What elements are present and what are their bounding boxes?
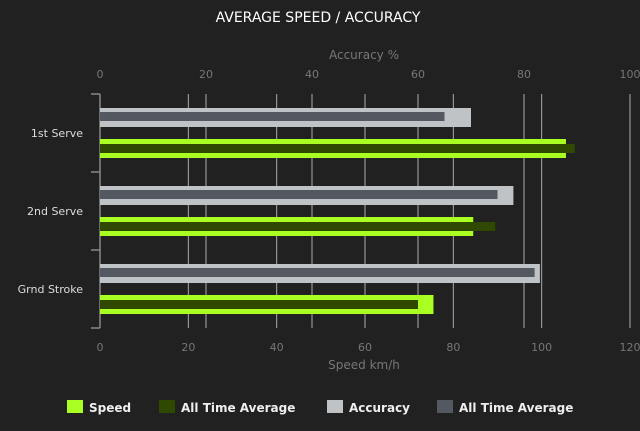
legend-label: All Time Average [181, 401, 295, 415]
category-label: Grnd Stroke [18, 283, 84, 296]
legend-label: All Time Average [459, 401, 573, 415]
accuracy-average-bar [100, 112, 445, 121]
accuracy-tick-label: 80 [517, 68, 531, 81]
accuracy-average-bar [100, 190, 498, 199]
legend-label: Accuracy [349, 401, 410, 415]
speed-tick-label: 60 [358, 341, 372, 354]
legend-swatch [159, 400, 175, 413]
speed-average-bar [100, 222, 495, 231]
legend-label: Speed [89, 401, 131, 415]
category-label: 2nd Serve [27, 205, 83, 218]
speed-tick-label: 120 [620, 341, 640, 354]
accuracy-tick-label: 100 [620, 68, 640, 81]
legend-swatch [327, 400, 343, 413]
speed-axis-label: Speed km/h [328, 358, 400, 372]
speed-tick-label: 0 [97, 341, 104, 354]
accuracy-tick-label: 60 [411, 68, 425, 81]
speed-tick-label: 40 [270, 341, 284, 354]
legend-swatch [437, 400, 453, 413]
accuracy-axis-label: Accuracy % [329, 48, 399, 62]
accuracy-tick-label: 40 [305, 68, 319, 81]
speed-tick-label: 80 [446, 341, 460, 354]
accuracy-tick-label: 20 [199, 68, 213, 81]
accuracy-tick-label: 0 [97, 68, 104, 81]
speed-average-bar [100, 300, 418, 309]
speed-tick-label: 20 [181, 341, 195, 354]
legend-swatch [67, 400, 83, 413]
speed-tick-label: 100 [531, 341, 552, 354]
speed-average-bar [100, 144, 575, 153]
category-label: 1st Serve [31, 127, 83, 140]
accuracy-average-bar [100, 268, 535, 277]
chart-title: AVERAGE SPEED / ACCURACY [216, 10, 421, 26]
